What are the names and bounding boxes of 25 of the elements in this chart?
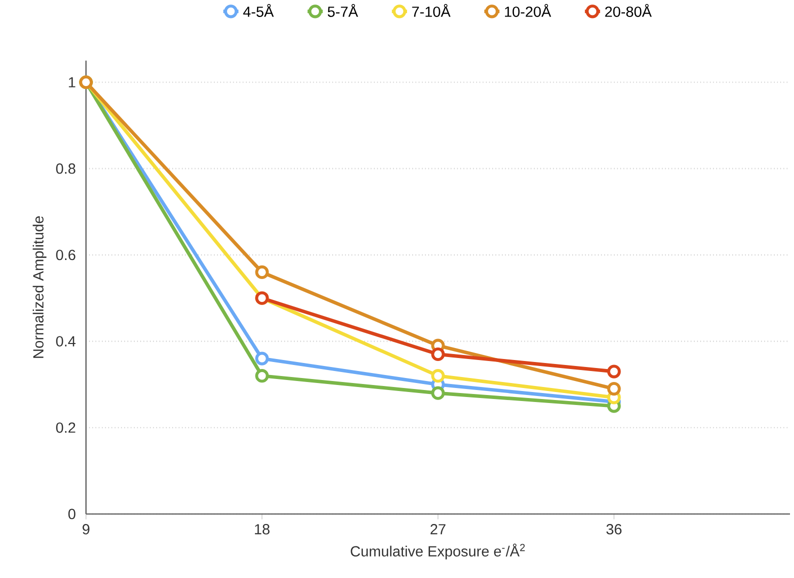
legend-label: 5-7Å — [328, 4, 358, 17]
y-tick-label: 0.6 — [56, 250, 76, 260]
x-tick-label: 9 — [82, 524, 90, 534]
point — [431, 386, 445, 400]
y-tick-label: 0.2 — [56, 422, 76, 433]
y-tick-label: 0.8 — [56, 163, 76, 174]
point — [431, 369, 445, 383]
x-axis-title: Cumulative Exposure e$^{-}$/Å$^{2}$ — [350, 544, 525, 560]
legend-label: 20-80Å — [605, 4, 652, 17]
point — [607, 382, 621, 396]
y-tick-label: 0 — [68, 508, 76, 520]
x-tick-label: 18 — [254, 524, 270, 534]
point — [255, 369, 269, 383]
y-tick-label: 1 — [68, 77, 76, 88]
x-tick-label: 36 — [606, 524, 622, 534]
point — [255, 352, 269, 366]
y-tick-label: 0.4 — [56, 336, 76, 346]
legend-label: 4-5Å — [243, 4, 274, 17]
point — [255, 265, 269, 280]
legend-label: 10-20Å — [504, 4, 552, 17]
legend-label: 7-10Å — [412, 4, 451, 17]
x-tick-label: 27 — [430, 524, 446, 534]
y-axis-title: Normalized Amplitude — [32, 216, 46, 358]
point — [431, 347, 445, 362]
point — [607, 364, 621, 378]
